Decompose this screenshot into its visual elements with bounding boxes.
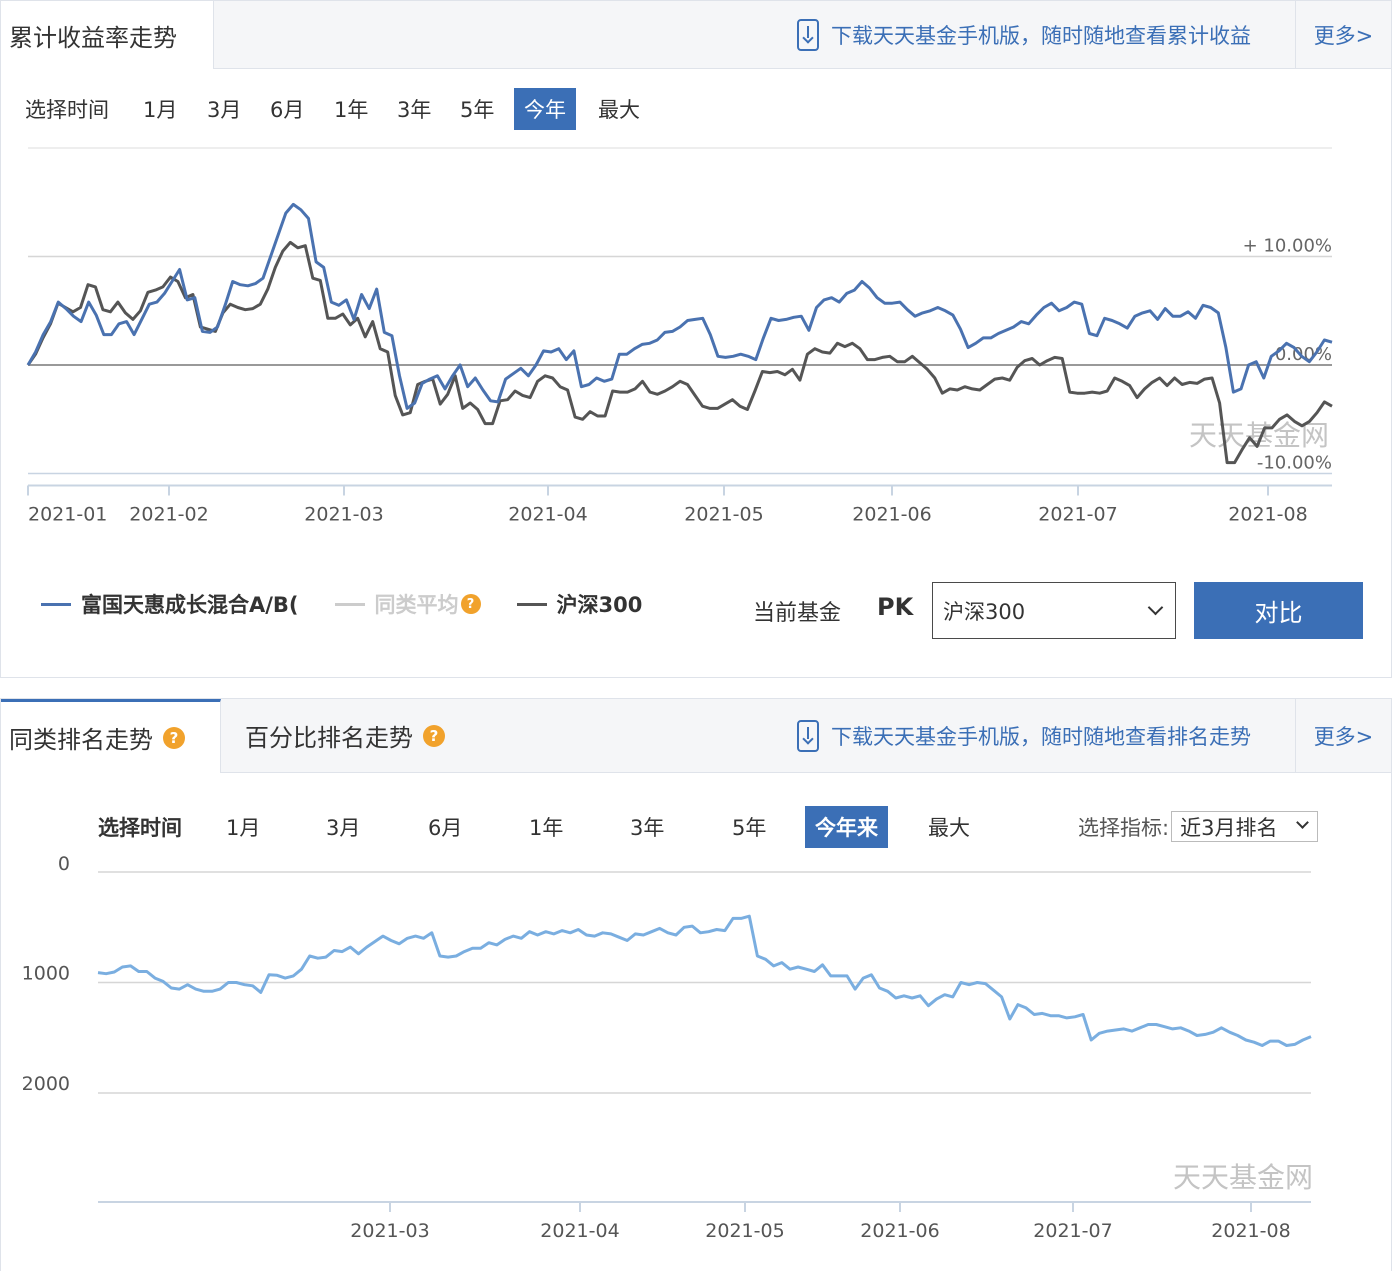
legend-item[interactable]: 沪深300 (516, 589, 643, 619)
x-tick-label: 2021-07 (1038, 504, 1117, 526)
time-option[interactable]: 3年 (630, 816, 665, 840)
time-option[interactable]: 6月 (270, 98, 305, 122)
tab-label: 百分比排名走势 (245, 724, 413, 752)
chart-legend: 富国天惠成长混合A/B( 同类平均? 沪深300 (41, 589, 678, 619)
x-tick-label: 2021-08 (1228, 504, 1307, 526)
tab-label: 累计收益率走势 (9, 23, 177, 52)
time-option[interactable]: 1年 (529, 816, 564, 840)
time-label: 选择时间 (25, 98, 109, 122)
compare-select-value: 沪深300 (943, 599, 1026, 624)
y-tick-label: 0 (58, 853, 70, 875)
download-app-link[interactable]: 下载天天基金手机版，随时随地查看排名走势 (797, 699, 1251, 772)
time-option[interactable]: 最大 (598, 98, 640, 122)
time-option[interactable]: 1年 (334, 98, 369, 122)
tab-cumulative-return[interactable]: 累计收益率走势 (1, 1, 214, 69)
x-tick-label: 2021-01 (28, 504, 107, 526)
help-icon[interactable]: ? (423, 724, 445, 747)
phone-download-icon (797, 719, 819, 752)
legend-label: 同类平均 (374, 593, 459, 617)
x-tick-label: 2021-06 (852, 504, 931, 526)
rank-trend-chart: 0 1000 2000 2021-03 2021-04 2021-05 2021-06 202… (22, 853, 1313, 1242)
x-tick-label: 2021-06 (860, 1220, 939, 1242)
tab-percent-rank-trend[interactable]: 百分比排名走势 ? (237, 699, 445, 772)
more-link[interactable]: 更多> (1295, 1, 1391, 68)
y-tick-label: 1000 (22, 963, 70, 985)
download-app-link[interactable]: 下载天天基金手机版，随时随地查看累计收益 (797, 1, 1251, 68)
chevron-down-icon (1147, 599, 1164, 616)
more-link[interactable]: 更多> (1295, 699, 1391, 772)
panel-tab-bar: 同类排名走势 ? 百分比排名走势 ? 下载天天基金手机版，随时随地查看排名走势 … (1, 699, 1391, 773)
legend-swatch (334, 602, 365, 606)
x-tick-label: 2021-08 (1211, 1220, 1290, 1242)
x-tick-label: 2021-04 (508, 504, 587, 526)
rank-time-range-selector: 选择时间 1月 3月 6月 1年 3年 5年 今年来 最大 (98, 806, 1058, 848)
time-option[interactable]: 今年来 (805, 806, 888, 848)
y-tick-label: + 10.00% (1243, 236, 1332, 257)
watermark: 天天基金网 (1173, 1161, 1313, 1194)
time-range-selector: 选择时间 1月 3月 6月 1年 3年 5年 今年 最大 (25, 88, 725, 130)
legend-swatch (516, 602, 547, 606)
time-option[interactable]: 1月 (226, 816, 261, 840)
legend-label: 沪深300 (556, 593, 643, 617)
time-option[interactable]: 1月 (143, 98, 178, 122)
time-option[interactable]: 5年 (732, 816, 767, 840)
series-line-hs300 (26, 240, 1333, 465)
compare-button-label: 对比 (1254, 599, 1303, 627)
time-option[interactable]: 5年 (460, 98, 495, 122)
y-tick-label: 2000 (22, 1073, 70, 1095)
indicator-value: 近3月排名 (1180, 815, 1278, 840)
time-label: 选择时间 (98, 816, 182, 840)
cumulative-return-chart: + 10.00%0.00%-10.00%2021-01 2021-02 2021-0… (26, 147, 1333, 526)
rank-trend-panel: 同类排名走势 ? 百分比排名走势 ? 下载天天基金手机版，随时随地查看排名走势 … (0, 698, 1392, 1271)
indicator-selector: 选择指标: 近3月排名 (1078, 811, 1319, 842)
pk-label: PK (877, 593, 914, 621)
indicator-label: 选择指标: (1078, 815, 1170, 840)
chevron-down-icon (1296, 816, 1309, 829)
more-label: 更多> (1313, 724, 1374, 749)
download-text: 下载天天基金手机版，随时随地查看排名走势 (831, 724, 1251, 749)
legend-swatch (41, 602, 71, 606)
x-tick-label: 2021-05 (705, 1220, 784, 1242)
download-text: 下载天天基金手机版，随时随地查看累计收益 (831, 23, 1251, 48)
time-option[interactable]: 3年 (397, 98, 432, 122)
time-option[interactable]: 今年 (514, 88, 576, 130)
legend-item[interactable]: 同类平均? (334, 589, 481, 619)
time-option[interactable]: 3月 (326, 816, 361, 840)
phone-download-icon (797, 18, 819, 51)
y-tick-label: -10.00% (1257, 453, 1332, 474)
time-option[interactable]: 最大 (928, 816, 970, 840)
series-line-fund (26, 202, 1333, 410)
x-tick-label: 2021-03 (350, 1220, 429, 1242)
legend-label: 富国天惠成长混合A/B( (81, 593, 299, 617)
time-option[interactable]: 6月 (428, 816, 463, 840)
time-option[interactable]: 3月 (207, 98, 242, 122)
x-tick-label: 2021-05 (684, 504, 763, 526)
help-icon[interactable]: ? (460, 594, 481, 614)
compare-index-select[interactable]: 沪深300 (932, 582, 1176, 639)
more-label: 更多> (1313, 23, 1374, 48)
series-line-rank (97, 914, 1312, 1047)
legend-item[interactable]: 富国天惠成长混合A/B( (41, 589, 299, 619)
x-tick-label: 2021-02 (129, 504, 208, 526)
x-tick-label: 2021-04 (540, 1220, 619, 1242)
cumulative-return-panel: 累计收益率走势 下载天天基金手机版，随时随地查看累计收益 更多> 选择时间 1月… (0, 0, 1392, 678)
panel-tab-bar: 累计收益率走势 下载天天基金手机版，随时随地查看累计收益 更多> (1, 1, 1391, 69)
help-icon[interactable]: ? (163, 726, 185, 749)
x-tick-label: 2021-03 (304, 504, 383, 526)
tab-rank-trend[interactable]: 同类排名走势 ? (1, 699, 221, 773)
tab-label: 同类排名走势 (9, 726, 153, 754)
compare-button[interactable]: 对比 (1194, 582, 1363, 639)
x-tick-label: 2021-07 (1033, 1220, 1112, 1242)
indicator-select[interactable]: 近3月排名 (1171, 811, 1319, 842)
pk-prefix: 当前基金 (753, 601, 842, 626)
